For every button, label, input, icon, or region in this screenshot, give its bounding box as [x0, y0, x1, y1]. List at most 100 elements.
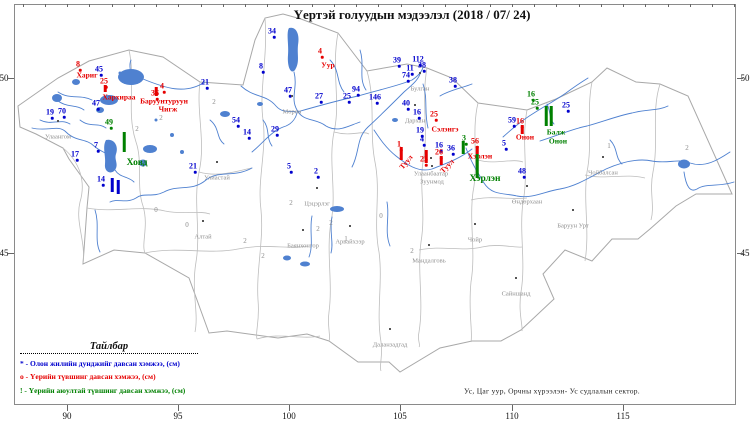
station-value: 2 — [212, 98, 216, 106]
minor-tick — [668, 4, 669, 7]
station-marker — [261, 70, 265, 74]
minor-tick — [223, 4, 224, 7]
minor-tick — [467, 4, 468, 7]
river-label: Онон — [548, 136, 568, 146]
station-value: 36 — [447, 143, 455, 153]
station-value: 16 — [516, 116, 524, 126]
y-axis-tick — [737, 253, 743, 254]
legend: Тайлбар * - Олон жилийн дунджийг давсан … — [20, 341, 198, 395]
minor-tick — [356, 4, 357, 7]
station-value: 0 — [379, 212, 383, 220]
minor-tick — [312, 4, 313, 7]
station-value: 2 — [316, 225, 320, 233]
level-bar — [110, 178, 114, 192]
x-axis-tick — [623, 405, 624, 411]
level-bar — [103, 85, 107, 92]
river-label: Ховд — [126, 158, 148, 168]
station-value: 146 — [369, 92, 381, 102]
city-marker — [291, 95, 293, 97]
river-label: Балж — [546, 127, 566, 137]
minor-tick — [178, 4, 179, 7]
station-marker — [453, 84, 457, 88]
minor-tick — [734, 4, 735, 7]
city-label: Улаангом — [44, 133, 72, 141]
station-value: 17 — [71, 149, 79, 159]
station-marker — [247, 136, 251, 140]
station-value: 8 — [76, 59, 80, 69]
city-marker — [349, 225, 351, 227]
minor-tick — [512, 4, 513, 7]
minor-tick — [67, 4, 68, 7]
minor-tick — [601, 4, 602, 7]
city-marker — [474, 223, 476, 225]
x-axis-tick — [178, 405, 179, 411]
station-marker — [101, 183, 105, 187]
station-value: 59 — [508, 115, 516, 125]
station-value: 16 — [435, 140, 443, 150]
x-axis-tick — [67, 405, 68, 411]
station-value: 14 — [97, 174, 105, 184]
station-value: 49 — [105, 117, 113, 127]
station-value: 0 — [185, 221, 189, 229]
station-value: 47 — [92, 98, 100, 108]
station-marker — [464, 142, 468, 146]
station-value: 21 — [201, 77, 209, 87]
city-label: Мандалговь — [412, 257, 446, 265]
level-bar — [424, 150, 428, 163]
station-value: 39 — [393, 55, 401, 65]
minor-tick — [623, 4, 624, 7]
y-axis-tick — [8, 78, 14, 79]
station-marker — [531, 98, 535, 102]
minor-tick — [645, 4, 646, 7]
minor-tick — [89, 4, 90, 7]
x-axis-label: 95 — [173, 411, 183, 421]
station-value: 5 — [502, 138, 506, 148]
city-label: Улаанбаатар — [413, 170, 449, 178]
city-marker — [302, 229, 304, 231]
station-value: 25 — [562, 100, 570, 110]
river-label: Хариг — [76, 70, 98, 80]
station-marker — [320, 55, 324, 59]
station-marker — [434, 118, 438, 122]
station-value: 1 — [607, 142, 611, 150]
city-label: Чойр — [467, 236, 483, 244]
station-value: 21 — [189, 161, 197, 171]
station-value: 2 — [243, 237, 247, 245]
station-marker — [424, 163, 428, 167]
station-value: 40 — [402, 98, 410, 108]
station-marker — [422, 143, 426, 147]
legend-item-above-average: * - Олон жилийн дунджийг давсан хэмжээ, … — [20, 358, 180, 368]
station-marker — [205, 86, 209, 90]
city-marker — [202, 220, 204, 222]
station-value: 3 — [462, 133, 466, 143]
country-border — [17, 13, 733, 373]
city-label: Улиастай — [204, 174, 230, 182]
minor-tick — [112, 4, 113, 7]
station-value: 5 — [287, 161, 291, 171]
river-label: Хархираа — [102, 92, 136, 102]
x-axis-tick — [289, 405, 290, 411]
station-value: 38 — [449, 75, 457, 85]
station-marker — [347, 100, 351, 104]
minor-tick — [690, 4, 691, 7]
city-marker — [216, 161, 218, 163]
minor-tick — [45, 4, 46, 7]
x-axis-tick — [400, 405, 401, 411]
station-marker — [535, 106, 539, 110]
x-axis-label: 90 — [62, 411, 72, 421]
station-value: 2 — [159, 114, 163, 122]
city-marker — [430, 157, 432, 159]
station-value: 14 — [243, 127, 251, 137]
city-label: Баянхонгор — [287, 242, 319, 250]
minor-tick — [423, 4, 424, 7]
minor-tick — [23, 4, 24, 7]
city-label: Алтай — [194, 233, 212, 241]
station-value: 8 — [259, 61, 263, 71]
station-marker — [375, 101, 379, 105]
city-marker — [526, 185, 528, 187]
station-marker — [451, 152, 455, 156]
station-value: 34 — [268, 26, 276, 36]
river-label: Сэлэнгэ — [431, 124, 459, 134]
minor-tick — [156, 4, 157, 7]
